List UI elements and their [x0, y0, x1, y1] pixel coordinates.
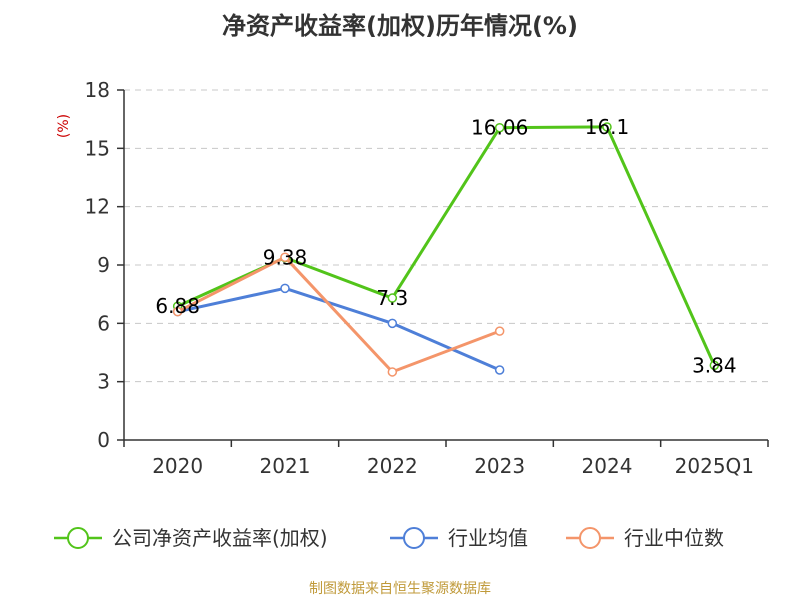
data-label: 3.84 [692, 353, 737, 377]
data-label: 7.3 [376, 286, 408, 310]
legend-swatch-marker [67, 527, 89, 549]
legend-swatch-marker [403, 527, 425, 549]
data-point [280, 252, 290, 262]
legend-label: 行业中位数 [624, 526, 724, 550]
chart-title: 净资产收益率(加权)历年情况(%) [222, 12, 578, 40]
data-point [280, 283, 290, 294]
data-point [172, 306, 183, 317]
y-tick-label: 9 [97, 253, 110, 277]
y-axis-unit-label: (%) [56, 114, 72, 138]
data-point [387, 293, 398, 303]
x-tick-label: 2024 [582, 454, 633, 478]
series-line-0 [176, 125, 716, 367]
y-tick-label: 12 [85, 195, 110, 219]
x-tick-label: 2023 [474, 454, 525, 478]
axis-layer: 0 3 6 9 12 15 18 2020 2021 2022 2023 2024 2025Q1 [85, 78, 769, 478]
y-tick-label: 3 [97, 370, 110, 394]
series-line-2 [176, 255, 502, 374]
grid-layer [124, 89, 768, 383]
x-tick-label: 2022 [367, 454, 418, 478]
x-tick-label: 2021 [260, 454, 311, 478]
legend-swatch-marker [579, 527, 601, 549]
y-tick-label: 15 [85, 136, 110, 160]
data-label: 9.38 [263, 246, 308, 270]
legend-label: 公司净资产收益率(加权) [112, 526, 328, 550]
data-point [709, 360, 720, 371]
series-layer [172, 122, 720, 377]
data-label: 6.88 [155, 294, 200, 318]
y-tick-label: 6 [97, 311, 110, 335]
y-tick-label: 0 [97, 428, 110, 452]
label-layer: 6.88 9.38 7.3 16.06 16.1 3.84 [155, 115, 736, 377]
x-tick-label: 2020 [152, 454, 203, 478]
data-point [387, 318, 398, 329]
data-point [494, 122, 505, 133]
legend-label: 行业均值 [448, 526, 528, 550]
data-point [387, 367, 398, 377]
x-tick-label: 2025Q1 [675, 454, 754, 478]
data-point [494, 365, 505, 375]
source-note: 制图数据来自恒生聚源数据库 [309, 581, 491, 597]
y-tick-label: 18 [85, 78, 110, 102]
legend: 公司净资产收益率(加权) 行业均值 行业中位数 [54, 526, 724, 550]
data-point [602, 122, 612, 132]
data-label: 16.06 [471, 116, 528, 140]
data-point [494, 326, 505, 336]
data-label: 16.1 [585, 115, 630, 139]
series-line-1 [176, 286, 502, 372]
